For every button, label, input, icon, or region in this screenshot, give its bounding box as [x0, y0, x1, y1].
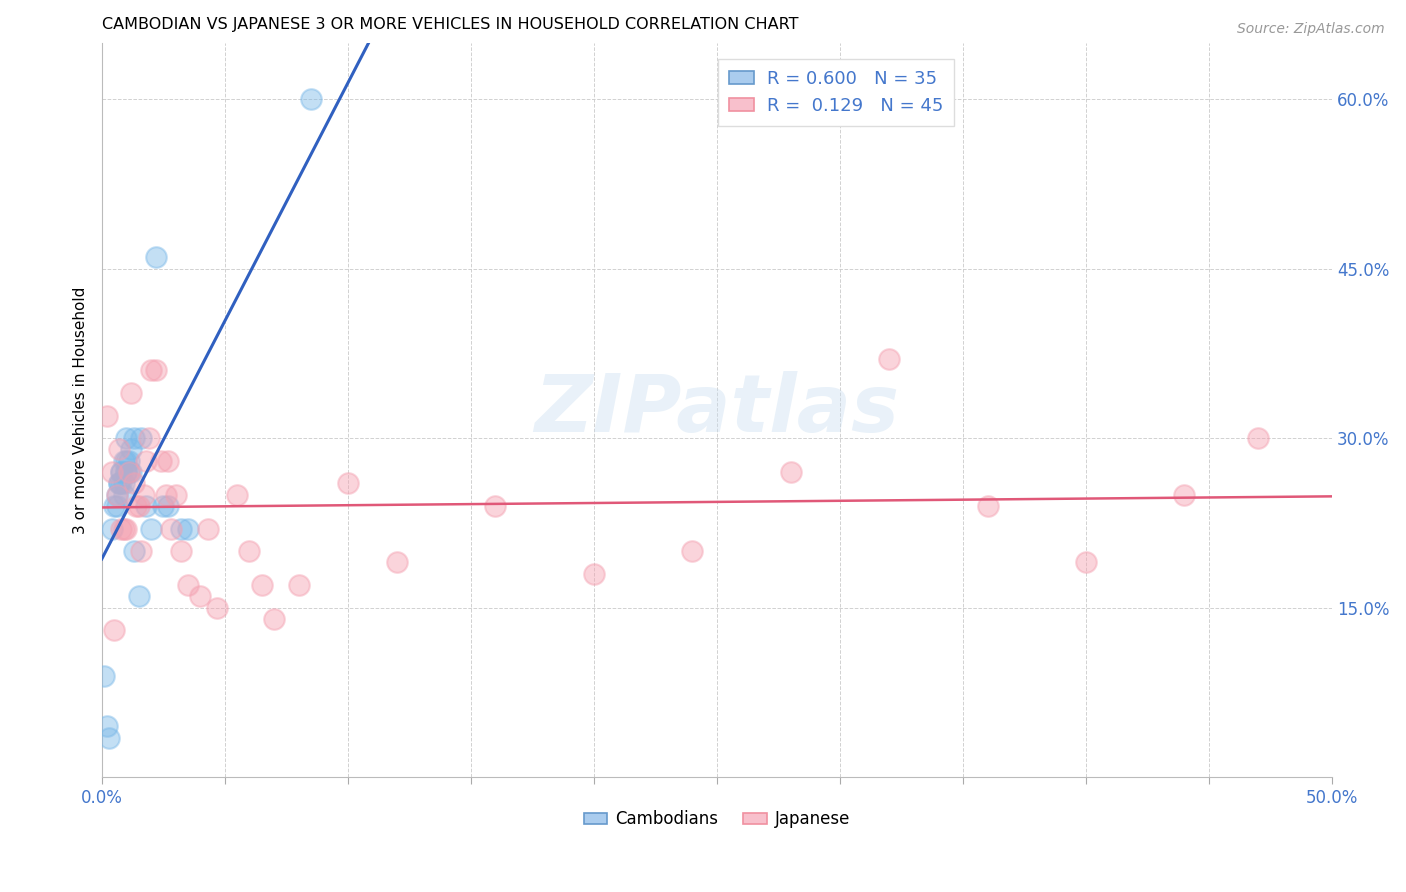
Point: [132, 488, 155, 502]
Point: [1173, 488, 1195, 502]
Point: [103, 624, 125, 638]
Point: [125, 499, 148, 513]
Point: [155, 488, 177, 502]
Point: [177, 522, 200, 536]
Point: [110, 522, 132, 536]
Point: [385, 556, 408, 570]
Point: [120, 465, 142, 479]
Point: [115, 465, 138, 479]
Point: [1247, 431, 1270, 445]
Point: [129, 431, 152, 445]
Point: [336, 476, 359, 491]
Point: [138, 431, 160, 445]
Point: [197, 522, 219, 536]
Y-axis label: 3 or more Vehicles in Household: 3 or more Vehicles in Household: [73, 286, 89, 533]
Point: [100, 522, 122, 536]
Point: [112, 476, 135, 491]
Point: [96, 409, 118, 423]
Point: [139, 522, 162, 536]
Point: [115, 522, 138, 536]
Point: [250, 578, 273, 592]
Point: [681, 544, 703, 558]
Point: [299, 92, 322, 106]
Point: [115, 465, 138, 479]
Legend: Cambodians, Japanese: Cambodians, Japanese: [576, 804, 856, 835]
Point: [169, 544, 191, 558]
Point: [135, 454, 157, 468]
Point: [226, 488, 249, 502]
Point: [100, 465, 122, 479]
Point: [103, 499, 125, 513]
Text: CAMBODIAN VS JAPANESE 3 OR MORE VEHICLES IN HOUSEHOLD CORRELATION CHART: CAMBODIAN VS JAPANESE 3 OR MORE VEHICLES…: [101, 17, 799, 32]
Point: [976, 499, 998, 513]
Point: [96, 719, 118, 733]
Point: [287, 578, 309, 592]
Point: [118, 465, 141, 479]
Point: [108, 476, 131, 491]
Point: [110, 476, 132, 491]
Point: [484, 499, 506, 513]
Point: [105, 499, 128, 513]
Point: [108, 476, 131, 491]
Point: [159, 522, 181, 536]
Point: [149, 454, 172, 468]
Point: [110, 465, 132, 479]
Point: [105, 488, 128, 502]
Point: [118, 454, 141, 468]
Point: [118, 465, 141, 479]
Point: [779, 465, 801, 479]
Point: [98, 731, 121, 745]
Point: [263, 612, 285, 626]
Point: [135, 499, 157, 513]
Point: [582, 566, 605, 581]
Point: [115, 454, 138, 468]
Point: [129, 544, 152, 558]
Point: [1074, 556, 1097, 570]
Point: [112, 488, 135, 502]
Point: [157, 499, 180, 513]
Point: [145, 250, 167, 264]
Point: [877, 352, 900, 367]
Point: [157, 454, 180, 468]
Point: [105, 488, 128, 502]
Point: [112, 454, 135, 468]
Point: [152, 499, 174, 513]
Point: [128, 499, 150, 513]
Point: [207, 600, 229, 615]
Point: [122, 544, 145, 558]
Point: [108, 442, 131, 457]
Point: [139, 363, 162, 377]
Point: [238, 544, 260, 558]
Point: [93, 668, 115, 682]
Point: [188, 590, 211, 604]
Text: ZIPatlas: ZIPatlas: [534, 371, 900, 449]
Point: [128, 590, 150, 604]
Text: Source: ZipAtlas.com: Source: ZipAtlas.com: [1237, 22, 1385, 37]
Point: [165, 488, 187, 502]
Point: [122, 476, 145, 491]
Point: [122, 431, 145, 445]
Point: [169, 522, 191, 536]
Point: [177, 578, 200, 592]
Point: [145, 363, 167, 377]
Point: [115, 431, 138, 445]
Point: [120, 386, 142, 401]
Point: [120, 442, 142, 457]
Point: [110, 465, 132, 479]
Point: [112, 522, 135, 536]
